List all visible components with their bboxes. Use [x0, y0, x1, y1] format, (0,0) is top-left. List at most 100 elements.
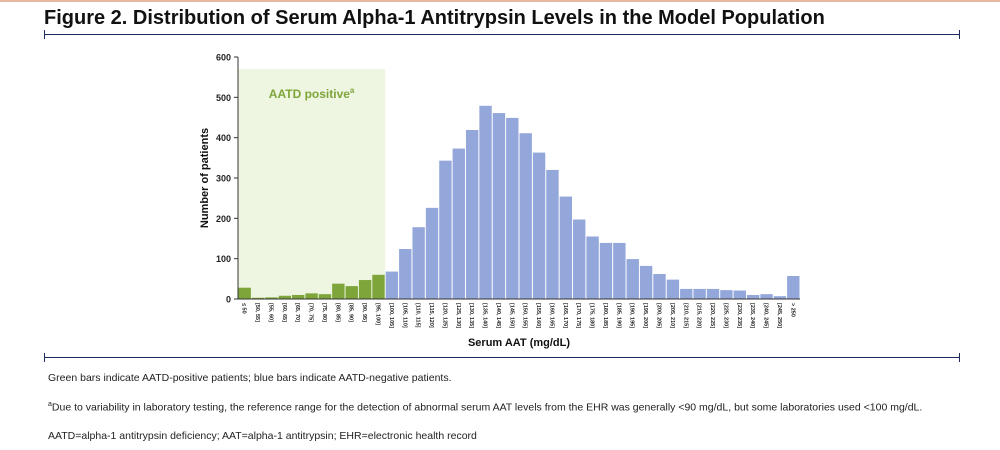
x-tick-label-35: [220, 225] [709, 303, 715, 328]
x-tick-label-27: [180, 185] [602, 303, 608, 328]
x-tick-label-25: [170, 175] [575, 303, 581, 328]
y-tick-label-200: 200 [216, 214, 231, 224]
bar-20 [506, 117, 519, 299]
x-tick-label-14: [115, 120] [428, 303, 434, 328]
x-tick-label-11: [100, 105] [388, 303, 394, 328]
x-tick-label-22: [155, 160] [535, 303, 541, 328]
bar-26 [586, 236, 599, 299]
bar-23 [546, 169, 559, 299]
x-tick-label-41: > 250 [789, 303, 795, 317]
bar-25 [573, 219, 586, 299]
x-tick-label-40: [245, 250] [776, 303, 782, 328]
bar-8 [345, 286, 358, 299]
bar-28 [613, 242, 626, 299]
bar-21 [519, 133, 532, 299]
bar-41 [787, 276, 800, 299]
x-tick-label-8: [85, 90] [348, 303, 354, 322]
bar-22 [532, 152, 546, 299]
footnote-a-text: Due to variability in laboratory testing… [51, 401, 923, 414]
x-tick-label-37: [230, 235] [736, 303, 742, 328]
bar-15 [439, 160, 452, 299]
x-tick-label-31: [200, 205] [656, 303, 662, 328]
bar-6 [318, 294, 332, 299]
x-tick-label-1: [50, 55] [254, 303, 260, 322]
serum-aat-histogram: AATD positivea 0 100 200 300 400 500 600 ≤ 50 [50… [199, 53, 800, 349]
x-tick-label-28: [185, 190] [615, 303, 621, 328]
bar-35 [706, 288, 720, 299]
bar-7 [332, 283, 345, 299]
bar-19 [492, 113, 506, 300]
bar-37 [733, 290, 746, 299]
x-tick-label-23: [160, 165] [548, 303, 554, 328]
bar-33 [680, 288, 693, 299]
x-tick-label-38: [235, 240] [749, 303, 755, 328]
x-tick-label-18: [135, 140] [482, 303, 488, 328]
x-tick-label-7: [80, 85] [334, 303, 340, 322]
x-tick-label-26: [175, 180] [589, 303, 595, 328]
x-tick-label-9: [90, 95] [361, 303, 367, 322]
x-tick-label-39: [240, 245] [763, 303, 769, 328]
x-tick-label-33: [210, 215] [682, 303, 688, 328]
y-tick-label-400: 400 [216, 133, 231, 143]
bar-9 [358, 280, 372, 299]
y-tick-label-300: 300 [216, 174, 231, 184]
bar-30 [639, 265, 653, 299]
y-tick-label-500: 500 [216, 93, 231, 103]
x-tick-label-6: [75, 80] [321, 303, 327, 322]
bar-3 [278, 295, 292, 299]
bar-34 [693, 288, 706, 299]
footnote-a-marker: a [48, 401, 52, 408]
y-tick-label-100: 100 [216, 254, 231, 264]
x-axis-title: Serum AAT (mg/dL) [468, 337, 570, 349]
footnote-a: aDue to variability in laboratory testin… [48, 401, 922, 414]
figure-title: Figure 2. Distribution of Serum Alpha-1 … [44, 7, 825, 29]
bar-27 [599, 242, 613, 299]
x-tick-label-4: [65, 70] [294, 303, 300, 322]
bar-13 [412, 227, 425, 299]
x-tick-label-16: [125, 130] [455, 303, 461, 328]
bar-4 [292, 294, 305, 299]
bar-5 [305, 293, 318, 299]
x-tick-label-20: [145, 150] [508, 303, 514, 328]
x-tick-label-32: [205, 210] [669, 303, 675, 328]
y-tick-label-0: 0 [226, 295, 231, 305]
x-tick-label-19: [140, 145] [495, 303, 501, 328]
aatd-positive-region [238, 69, 386, 299]
x-tick-label-0: ≤ 50 [241, 303, 247, 314]
bar-11 [385, 271, 399, 299]
bar-18 [479, 105, 492, 299]
x-tick-label-12: [105, 110] [401, 303, 407, 328]
bar-12 [399, 248, 412, 299]
x-tick-label-13: [110, 115] [415, 303, 421, 328]
color-legend-note: Green bars indicate AATD-positive patien… [48, 372, 452, 384]
bar-24 [559, 196, 573, 299]
bar-32 [666, 279, 680, 299]
x-tick-label-10: [95, 100] [375, 303, 381, 325]
x-tick-label-36: [225, 230] [722, 303, 728, 328]
x-tick-label-29: [190, 195] [629, 303, 635, 328]
x-tick-label-2: [55, 60] [267, 303, 273, 322]
abbreviations-note: AATD=alpha-1 antitrypsin deficiency; AAT… [48, 430, 477, 442]
bar-29 [626, 259, 639, 299]
bar-0 [238, 287, 251, 299]
bar-31 [653, 273, 666, 299]
x-tick-label-3: [60, 65] [281, 303, 287, 322]
bottom-rule [44, 353, 960, 362]
bar-17 [465, 130, 479, 299]
y-tick-label-600: 600 [216, 53, 231, 63]
aatd-positive-label-text: AATD positive [269, 87, 350, 101]
x-tick-label-15: [120, 125] [441, 303, 447, 328]
bar-16 [452, 148, 465, 299]
bar-10 [372, 274, 385, 299]
aatd-positive-label-marker: a [350, 86, 355, 95]
bar-1 [251, 297, 265, 299]
top-rule [44, 30, 960, 39]
x-tick-label-34: [215, 220] [696, 303, 702, 328]
x-tick-label-5: [70, 75] [308, 303, 314, 322]
bar-40 [773, 296, 787, 299]
aatd-positive-label: AATD positivea [269, 86, 355, 101]
top-accent-line [0, 0, 1000, 2]
x-tick-label-24: [165, 170] [562, 303, 568, 328]
bar-36 [720, 290, 733, 299]
y-axis-title: Number of patients [199, 128, 211, 228]
